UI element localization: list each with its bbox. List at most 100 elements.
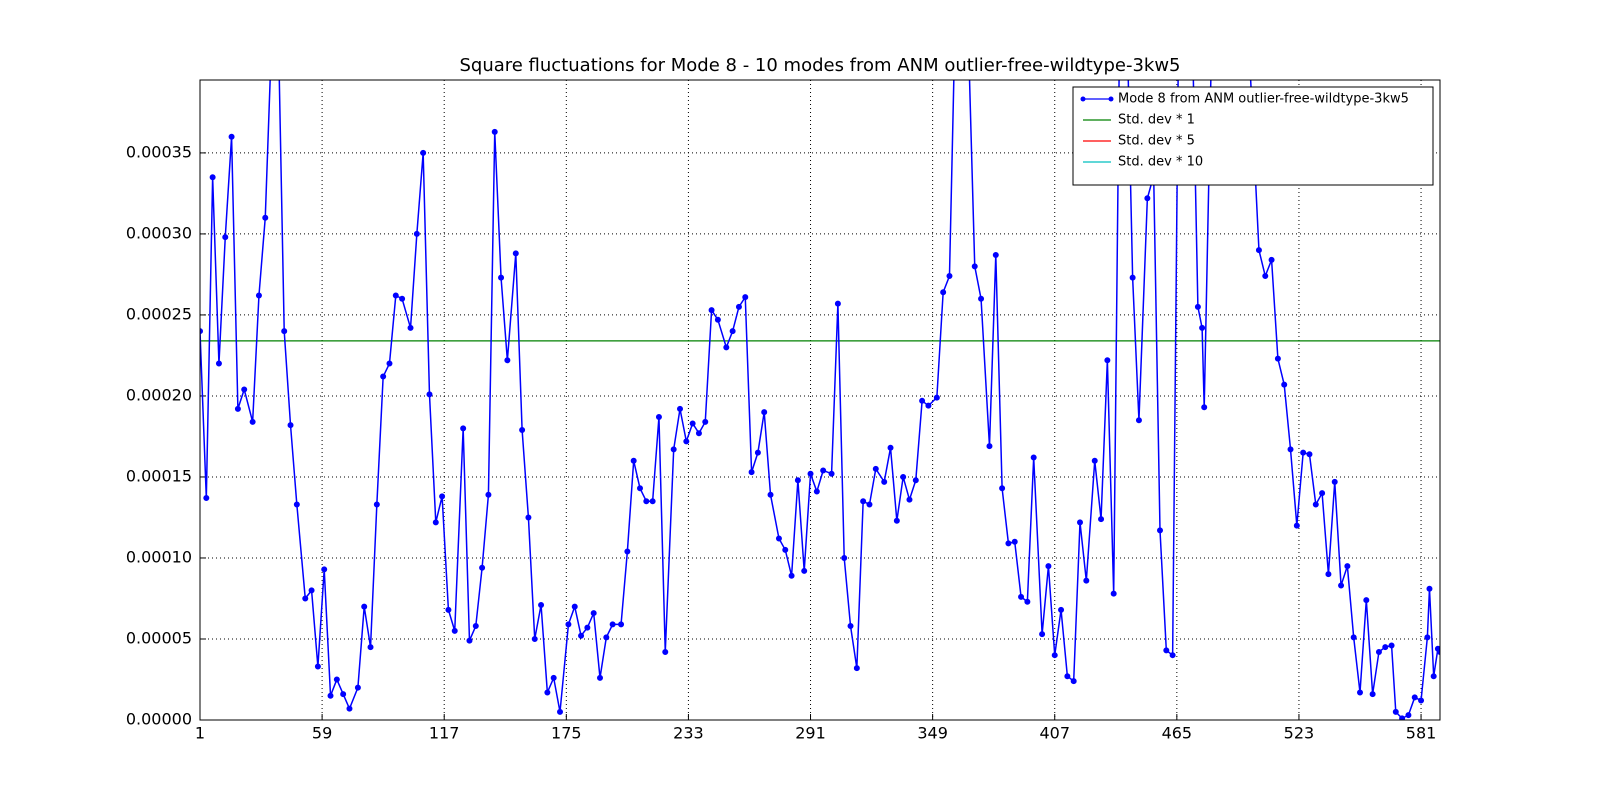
data-point: [702, 418, 709, 425]
data-point: [426, 391, 433, 398]
data-point: [1011, 538, 1018, 545]
data-point: [234, 405, 241, 412]
data-point: [782, 546, 789, 553]
chart-title: Square fluctuations for Mode 8 - 10 mode…: [459, 55, 1180, 76]
data-point: [1030, 454, 1037, 461]
data-point: [887, 444, 894, 451]
y-tick-label: 0.00000: [126, 710, 192, 729]
data-point: [373, 501, 380, 508]
data-point: [1064, 673, 1071, 680]
data-point: [321, 566, 328, 573]
data-point: [479, 564, 486, 571]
data-point: [445, 606, 452, 613]
data-point: [1437, 648, 1440, 655]
data-point: [525, 514, 532, 521]
data-point: [249, 418, 256, 425]
data-point: [314, 663, 321, 670]
data-point: [1426, 585, 1433, 592]
data-point: [754, 449, 761, 456]
data-point: [866, 501, 873, 508]
data-point: [354, 684, 361, 691]
data-point: [820, 467, 827, 474]
data-point: [893, 517, 900, 524]
data-point: [571, 603, 578, 610]
data-point: [609, 621, 616, 628]
data-point: [1262, 273, 1269, 280]
x-tick-label: 465: [1162, 724, 1193, 743]
data-point: [200, 328, 203, 335]
data-point: [603, 634, 610, 641]
plot-frame: [199, 79, 1441, 721]
data-point: [590, 610, 597, 617]
data-point: [361, 603, 368, 610]
data-point: [413, 230, 420, 237]
data-point: [1194, 303, 1201, 310]
data-point: [1325, 571, 1332, 578]
data-point: [222, 234, 229, 241]
data-point: [775, 535, 782, 542]
data-point: [1344, 563, 1351, 570]
data-point: [1392, 708, 1399, 715]
data-point: [215, 360, 222, 367]
data-point: [971, 263, 978, 270]
data-point: [340, 691, 347, 698]
data-point: [788, 572, 795, 579]
data-point: [1430, 673, 1437, 680]
data-point: [807, 470, 814, 477]
data-point: [1331, 478, 1338, 485]
data-point: [432, 519, 439, 526]
data-point: [1005, 540, 1012, 547]
data-point: [618, 621, 625, 628]
y-tick-label: 0.00005: [126, 628, 192, 647]
data-point: [630, 457, 637, 464]
data-point: [451, 627, 458, 634]
data-point: [1369, 691, 1376, 698]
data-point: [912, 477, 919, 484]
data-point: [380, 373, 387, 380]
legend: Mode 8 from ANM outlier-free-wildtype-3k…: [1072, 86, 1434, 186]
data-point: [1255, 247, 1262, 254]
data-point: [531, 635, 538, 642]
data-point: [1375, 648, 1382, 655]
data-point: [933, 394, 940, 401]
data-point: [1306, 451, 1313, 458]
x-tick-label: 581: [1406, 724, 1437, 743]
data-point: [333, 676, 340, 683]
legend-box: [1072, 86, 1434, 186]
data-point: [794, 477, 801, 484]
data-point: [1411, 694, 1418, 701]
data-point: [919, 397, 926, 404]
data-point: [1405, 712, 1412, 719]
data-point: [860, 498, 867, 505]
data-point: [683, 438, 690, 445]
data-point: [1091, 457, 1098, 464]
x-tick-label: 1: [195, 724, 205, 743]
data-point: [881, 478, 888, 485]
y-tick-label: 0.00020: [126, 385, 192, 404]
data-point: [834, 300, 841, 307]
data-point: [346, 705, 353, 712]
data-point: [1281, 381, 1288, 388]
legend-label: Std. dev * 1: [1118, 113, 1195, 128]
plot-area: [200, 21, 1440, 720]
data-point: [742, 294, 749, 301]
data-point: [708, 307, 715, 314]
data-point: [655, 414, 662, 421]
data-point: [420, 149, 427, 156]
data-point: [1399, 715, 1406, 720]
data-point: [399, 295, 406, 302]
data-point: [439, 493, 446, 500]
data-point: [946, 273, 953, 280]
data-point: [519, 426, 526, 433]
data-point: [677, 405, 683, 412]
data-point: [960, 21, 965, 26]
data-point: [999, 485, 1006, 492]
data-point: [1424, 634, 1431, 641]
data-point: [1163, 647, 1170, 654]
data-point: [925, 402, 932, 409]
data-point: [1287, 446, 1294, 453]
data-point: [1024, 598, 1031, 605]
data-point: [729, 328, 736, 335]
data-point: [597, 674, 603, 681]
data-point: [308, 587, 315, 594]
